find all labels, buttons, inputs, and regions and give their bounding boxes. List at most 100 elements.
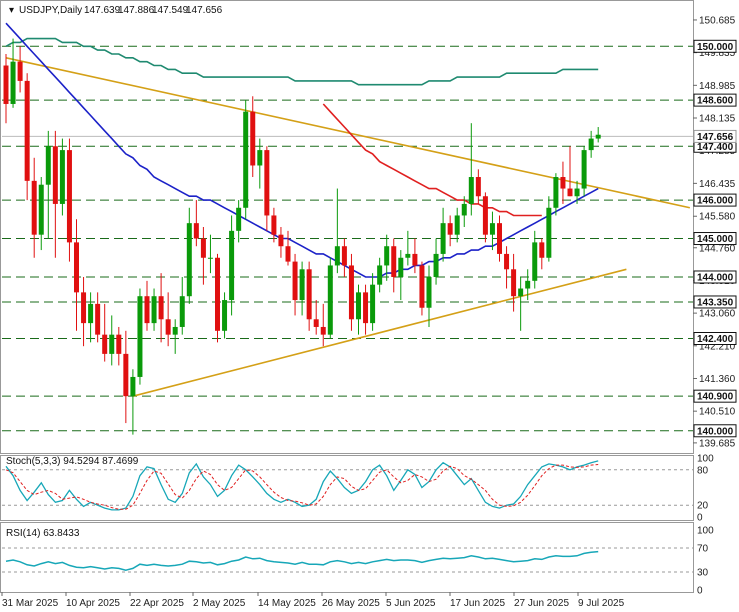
candle-body <box>334 246 340 266</box>
price-tick-label: 142.210 <box>699 341 736 352</box>
date-label: 27 Jun 2025 <box>514 598 569 609</box>
date-label: 9 Jul 2025 <box>578 598 625 609</box>
candle-body <box>144 296 150 324</box>
candle-body <box>553 177 559 208</box>
candle-body <box>172 326 178 335</box>
chart-symbol: USDJPY,Daily <box>19 5 82 16</box>
price-tick-label: 149.835 <box>699 48 736 59</box>
candle-body <box>3 65 9 104</box>
candle-body <box>370 284 376 324</box>
candle-body <box>264 150 270 216</box>
candle-body <box>24 80 30 181</box>
stoch-tick-label: 20 <box>697 501 709 512</box>
date-label: 5 Jun 2025 <box>386 598 436 609</box>
candle-body <box>405 253 411 258</box>
candle-body <box>482 196 488 235</box>
ma-dark-green-line <box>5 37 599 86</box>
price-tick-label: 140.510 <box>699 407 736 418</box>
candle-body <box>327 265 333 335</box>
candle-body <box>299 269 305 301</box>
candle-body <box>363 292 369 324</box>
rsi-panel: 100 70 30 0 <box>2 526 714 597</box>
candle-body <box>17 61 23 81</box>
candle-body <box>116 334 122 354</box>
candle-body <box>165 319 171 335</box>
candle-body <box>95 303 101 335</box>
candle-body <box>257 150 263 166</box>
candle-body <box>109 334 115 354</box>
level-label: 144.000 <box>697 272 734 283</box>
candle-body <box>130 376 136 397</box>
trendline <box>5 57 691 209</box>
candle-body <box>426 276 432 308</box>
candle-body <box>560 177 566 189</box>
stoch-k-line <box>5 460 599 511</box>
candle-body <box>186 223 192 297</box>
last-price-label: 147.656 <box>697 132 734 143</box>
candle-body <box>511 269 517 297</box>
stoch-d-line <box>5 464 599 510</box>
candle-body <box>313 319 319 327</box>
level-label-box <box>693 295 737 309</box>
price-tick-label: 143.060 <box>699 309 736 320</box>
level-label-box <box>693 93 737 107</box>
candle-body <box>433 253 439 277</box>
candle-body <box>461 203 467 216</box>
candle-body <box>66 150 72 243</box>
level-label-box <box>693 232 737 246</box>
panel-frames <box>0 0 694 593</box>
stoch-tick-label: 80 <box>697 465 709 476</box>
candle-body <box>88 303 94 324</box>
candle-body <box>207 257 213 259</box>
ohlc-low: 147.549 <box>152 5 189 16</box>
candle-body <box>236 207 242 231</box>
level-label: 148.600 <box>697 96 734 107</box>
candle-body <box>158 296 164 320</box>
candle-body <box>454 215 460 235</box>
candle-body <box>320 326 326 335</box>
candle-body <box>518 288 524 297</box>
horizontal-levels <box>2 45 693 432</box>
date-label: 14 May 2025 <box>258 598 316 609</box>
rsi-tick-label: 30 <box>697 568 709 579</box>
candle-body <box>588 138 594 151</box>
candle-body <box>546 207 552 258</box>
candle-body <box>292 261 298 301</box>
date-label: 17 Jun 2025 <box>450 598 505 609</box>
candle-body <box>102 334 108 354</box>
trendlines <box>5 57 691 397</box>
price-tick-label: 148.985 <box>699 81 736 92</box>
date-label: 2 May 2025 <box>193 598 246 609</box>
candle-body <box>391 246 397 277</box>
ohlc-close: 147.656 <box>186 5 223 16</box>
level-label-box <box>693 332 737 345</box>
stoch-label: Stoch(5,3,3) 94.5294 87.4699 <box>6 456 139 467</box>
last-price-box <box>693 129 737 143</box>
price-tick-label: 148.135 <box>699 113 736 124</box>
candle-body <box>497 223 502 254</box>
level-label: 150.000 <box>697 42 734 53</box>
candle-body <box>31 180 37 235</box>
level-label-box <box>693 270 737 284</box>
candle-body <box>123 353 129 397</box>
candle-body <box>581 150 587 189</box>
level-label: 143.350 <box>697 297 734 308</box>
candle-body <box>250 111 256 166</box>
candle-body <box>222 300 228 331</box>
candle-body <box>38 184 44 235</box>
price-tick-label: 150.685 <box>699 15 736 26</box>
candle-body <box>489 223 495 235</box>
candle-body <box>200 238 206 258</box>
candle-body <box>151 296 157 324</box>
price-tick-label: 144.760 <box>699 243 736 254</box>
candle-body <box>179 296 185 327</box>
date-label: 26 May 2025 <box>322 598 380 609</box>
candle-body <box>348 265 354 320</box>
date-axis: 31 Mar 2025 10 Apr 2025 22 Apr 2025 2 May 2… <box>1 592 625 609</box>
symbol-arrow-icon: ▾ <box>9 5 14 16</box>
candle-body <box>285 246 291 262</box>
candle-body <box>447 223 453 235</box>
candle-body <box>398 257 404 277</box>
